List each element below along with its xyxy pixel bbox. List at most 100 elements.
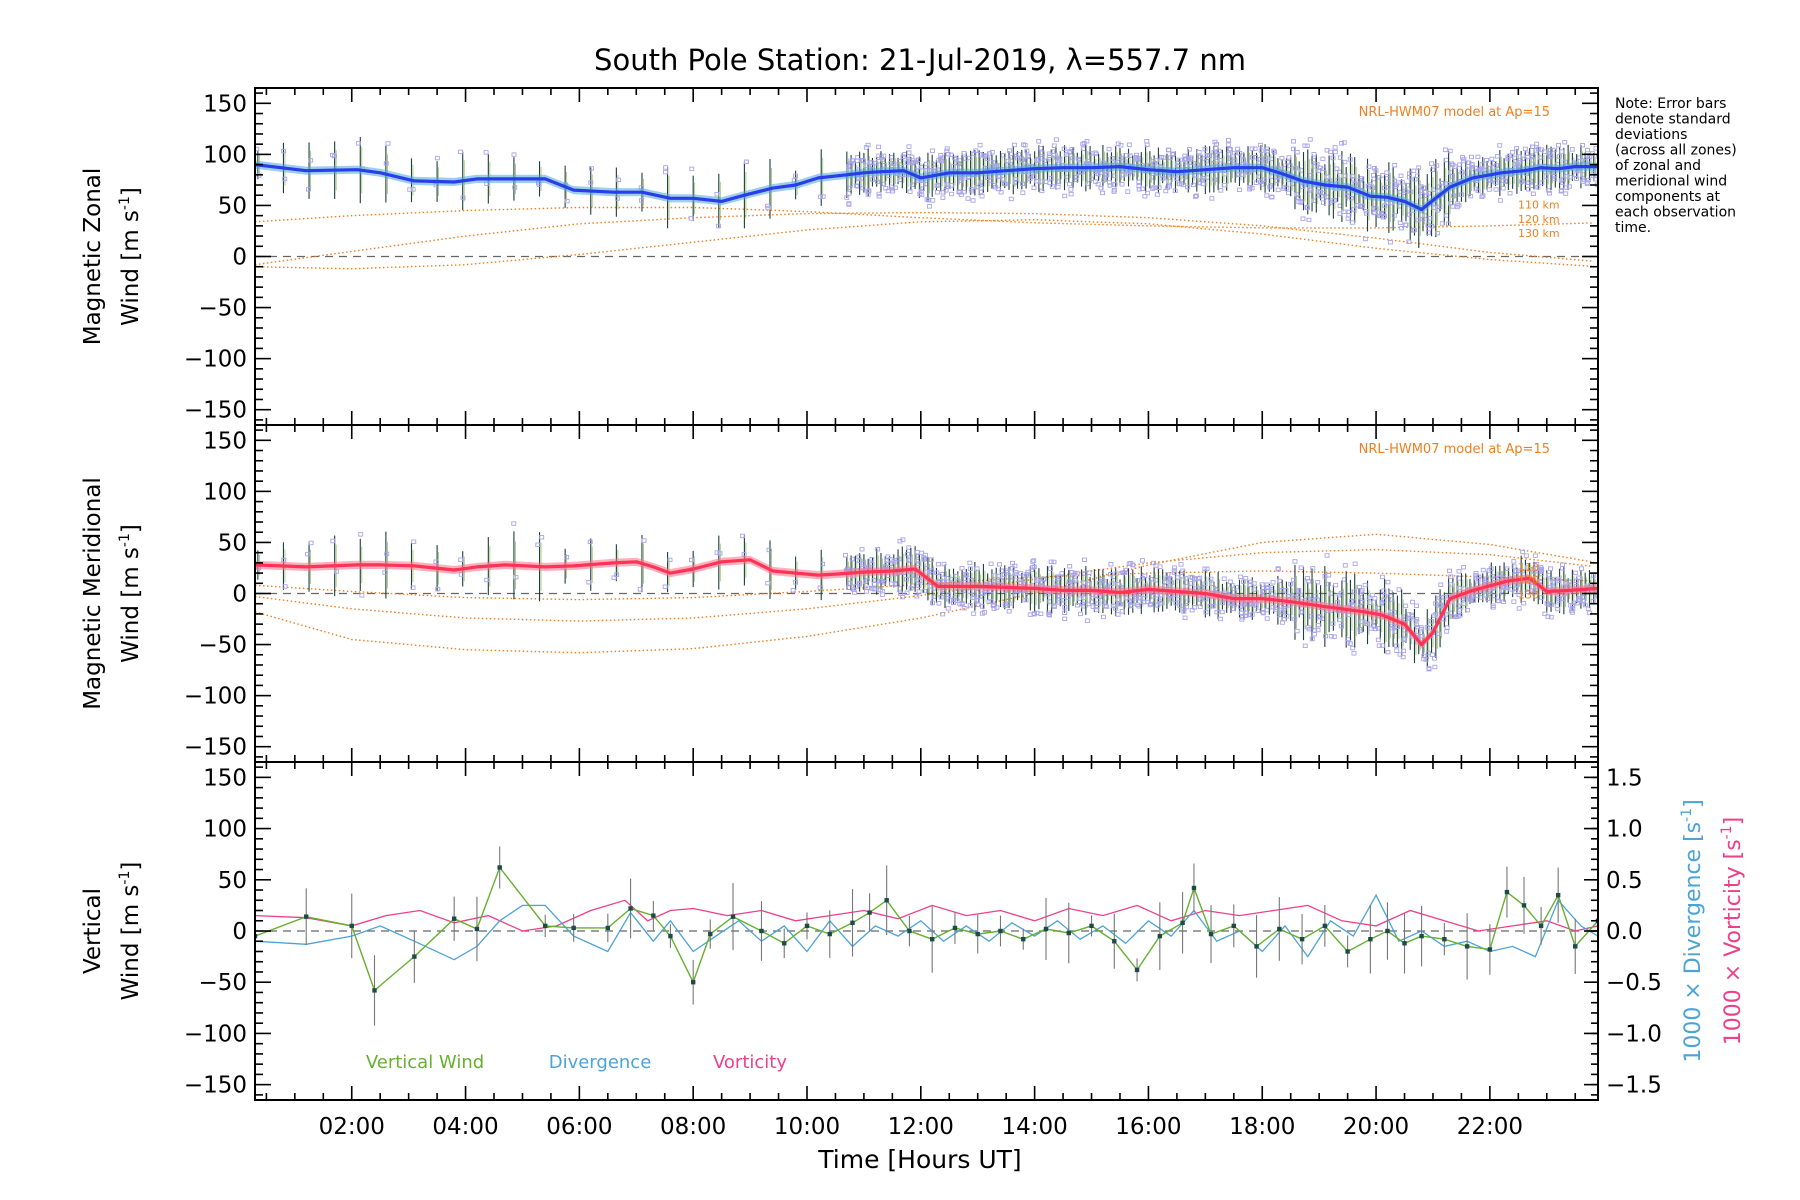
zone-sample	[991, 602, 997, 607]
vertical-wind-point	[1157, 933, 1163, 939]
zone-sample	[1431, 205, 1437, 210]
zone-sample	[1403, 603, 1409, 609]
meridional-wind-line	[255, 558, 1598, 647]
zone-sample	[1347, 157, 1353, 162]
zone-sample	[1068, 187, 1074, 192]
zone-sample	[1147, 602, 1153, 608]
zone-sample	[1350, 645, 1356, 651]
zone-sample	[1213, 146, 1219, 151]
zone-sample	[1157, 564, 1163, 569]
zone-sample	[1338, 591, 1344, 596]
zone-sample	[410, 187, 416, 192]
model-altitude-label: 120	[1518, 573, 1539, 586]
zone-sample	[1196, 149, 1202, 155]
zone-sample	[1479, 194, 1485, 199]
zone-sample	[967, 566, 973, 571]
zone-sample	[1402, 188, 1408, 194]
zone-sample	[945, 151, 951, 157]
zone-sample	[1081, 140, 1087, 146]
zone-sample	[1038, 179, 1044, 184]
zone-sample	[865, 189, 871, 194]
zone-sample	[898, 591, 903, 596]
zone-sample	[872, 581, 877, 587]
y-tick-label: 50	[218, 868, 247, 894]
zone-sample	[972, 592, 978, 598]
vertical-wind-point	[1538, 923, 1544, 929]
zone-sample	[1570, 606, 1576, 611]
zone-sample	[1246, 612, 1252, 618]
zone-sample	[1480, 567, 1486, 573]
zone-sample	[1148, 577, 1154, 582]
zone-sample	[1345, 216, 1351, 221]
zone-sample	[988, 599, 994, 604]
zone-sample	[1309, 636, 1315, 642]
zone-sample	[1268, 156, 1274, 162]
zone-sample	[1228, 156, 1234, 161]
zone-sample	[1450, 204, 1456, 209]
zone-sample	[716, 223, 722, 229]
zone-sample	[1051, 152, 1057, 158]
vertical-wind-point	[1134, 967, 1140, 973]
zone-sample	[1120, 570, 1126, 575]
zone-sample	[1260, 610, 1266, 616]
zone-sample	[906, 158, 912, 164]
zone-sample	[1511, 564, 1517, 569]
zone-sample	[991, 606, 997, 611]
zone-sample	[1496, 598, 1502, 604]
zone-sample	[1555, 576, 1561, 582]
zone-sample	[1586, 157, 1592, 163]
zone-sample	[1317, 165, 1323, 170]
zone-sample	[1284, 614, 1290, 619]
y-tick-label: −150	[184, 1073, 247, 1099]
zone-sample	[1385, 579, 1391, 585]
zone-sample	[1422, 213, 1428, 218]
zone-sample	[1488, 566, 1494, 571]
zone-sample	[1401, 648, 1406, 654]
zone-sample	[1297, 592, 1303, 598]
zone-sample	[1535, 146, 1541, 152]
zone-sample	[1025, 154, 1031, 160]
x-axis-label: Time [Hours UT]	[817, 1145, 1021, 1174]
zone-sample	[1321, 166, 1327, 172]
zone-sample	[991, 578, 997, 584]
zone-sample	[1347, 641, 1353, 646]
zone-sample	[999, 568, 1005, 573]
zone-sample	[939, 572, 945, 577]
zone-sample	[1363, 236, 1369, 242]
zone-sample	[1363, 621, 1369, 626]
zone-sample	[1262, 177, 1268, 182]
zone-sample	[255, 146, 260, 152]
zone-sample	[1290, 146, 1296, 152]
zone-sample	[1298, 199, 1304, 204]
zone-sample	[1069, 570, 1075, 575]
vertical-ylabel-line2: Wind [m s-1]	[117, 862, 144, 1001]
panel-vertical: Vertical Wind Divergence Vorticity −1.5 −1.0…	[80, 761, 1746, 1101]
zone-sample	[938, 595, 944, 600]
zone-sample	[1214, 609, 1220, 615]
zone-sample	[1176, 596, 1182, 602]
zone-sample	[1531, 588, 1537, 594]
zone-sample	[1381, 598, 1387, 603]
zone-sample	[904, 551, 910, 557]
zone-sample	[893, 185, 899, 190]
zone-sample	[875, 159, 881, 164]
zone-sample	[1298, 168, 1304, 173]
zone-sample	[818, 194, 824, 200]
zone-sample	[1352, 561, 1358, 567]
zonal-wind-line	[255, 163, 1598, 212]
zone-sample	[1484, 158, 1489, 163]
zone-sample	[924, 197, 930, 202]
zone-sample	[1373, 206, 1379, 211]
zone-sample	[1525, 186, 1531, 192]
zone-sample	[1235, 146, 1241, 152]
meridional-plot-area	[255, 521, 1598, 672]
zone-sample	[982, 154, 988, 159]
vertical-wind-point	[1299, 936, 1305, 942]
zone-sample	[1182, 615, 1188, 620]
zone-sample	[536, 182, 542, 188]
zone-sample	[281, 557, 287, 563]
y-tick-label: −150	[184, 398, 247, 424]
zone-sample	[1207, 153, 1213, 159]
zone-sample	[939, 155, 945, 160]
zone-sample	[743, 159, 749, 164]
